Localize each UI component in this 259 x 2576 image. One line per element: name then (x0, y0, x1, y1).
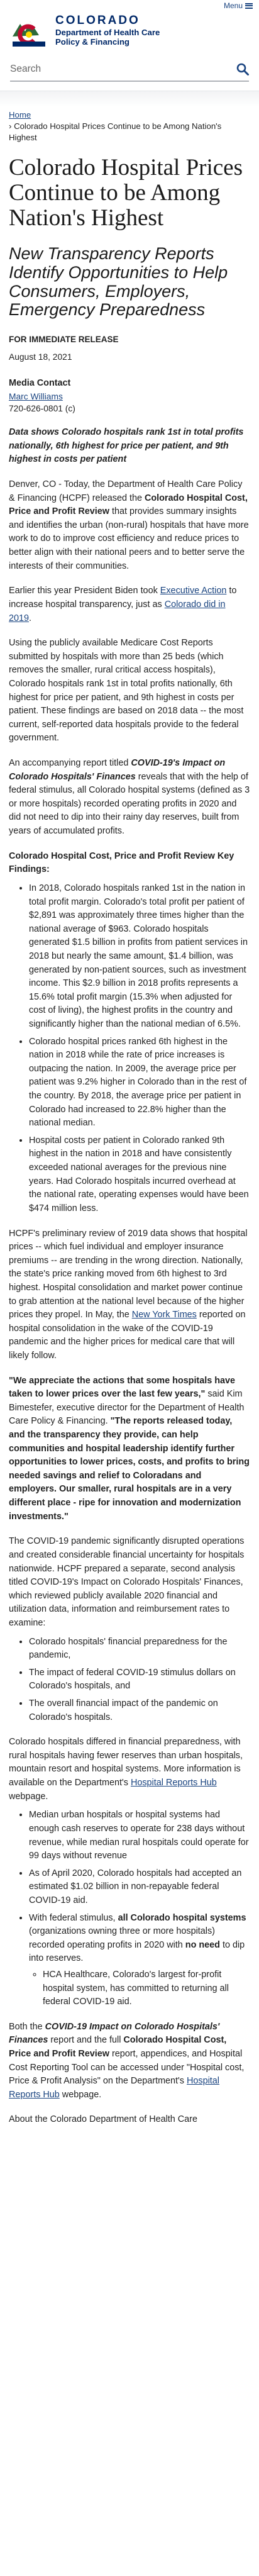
list-item: Colorado hospitals' financial preparedne… (29, 1636, 250, 1663)
site-branding[interactable]: COLORADO Department of Health Care Polic… (0, 11, 259, 54)
paragraph-quote: "We appreciate the actions that some hos… (9, 1375, 250, 1522)
paragraph-reports-access: Both the COVID-19 Impact on Colorado Hos… (9, 2021, 245, 2100)
paragraph-preliminary-review: HCPF's preliminary review of 2019 data s… (9, 1228, 248, 1361)
breadcrumb: Home › Colorado Hospital Prices Continue… (0, 107, 259, 143)
department-name-line-1: Department of Health Care (55, 28, 160, 38)
menu-button[interactable]: Menu (224, 0, 253, 11)
sub-list: HCA Healthcare, Colorado's largest for-p… (29, 1968, 250, 2009)
hospital-reports-hub-link[interactable]: Hospital Reports Hub (130, 1778, 217, 1788)
search-icon[interactable] (236, 63, 249, 75)
about-section-heading: About the Colorado Department of Health … (9, 2114, 197, 2125)
list-item: HCA Healthcare, Colorado's largest for-p… (43, 1968, 250, 2009)
list-item: In 2018, Colorado hospitals ranked 1st i… (29, 882, 250, 1032)
paragraph-preparedness: Colorado hospitals differed in financial… (9, 1737, 243, 1802)
department-name-line-2: Policy & Financing (55, 37, 130, 47)
examine-list: Colorado hospitals' financial preparedne… (9, 1636, 250, 1725)
new-york-times-link[interactable]: New York Times (131, 1310, 197, 1320)
list-item: The impact of federal COVID-19 stimulus … (29, 1666, 250, 1693)
media-contact-heading: Media Contact (9, 377, 71, 388)
colorado-logo-icon[interactable] (9, 14, 49, 48)
paragraph-pandemic: The COVID-19 pandemic significantly disr… (9, 1536, 245, 1628)
colorado-2019-link[interactable]: Colorado did in 2019 (9, 599, 226, 623)
executive-action-link[interactable]: Executive Action (160, 586, 227, 596)
list-item: As of April 2020, Colorado hospitals had… (29, 1867, 250, 1908)
brand-text: COLORADO Department of Health Care Polic… (55, 14, 160, 47)
breadcrumb-separator: › (9, 121, 12, 131)
list-item: The overall financial impact of the pand… (29, 1697, 250, 1724)
contact-phone: 720-626-0801 (c) (9, 403, 75, 413)
release-date: August 18, 2021 (9, 352, 72, 362)
hamburger-icon[interactable] (245, 3, 253, 9)
key-findings-list: In 2018, Colorado hospitals ranked 1st i… (9, 882, 250, 1216)
header-divider (0, 91, 259, 107)
list-item: With federal stimulus, all Colorado hosp… (29, 1912, 250, 2009)
page-subtitle: New Transparency Reports Identify Opport… (9, 244, 228, 320)
key-findings-heading: Colorado Hospital Cost, Price and Profit… (9, 850, 234, 875)
state-name: COLORADO (55, 14, 140, 28)
top-bar: Menu (0, 0, 259, 11)
covid-findings-list: Median urban hospitals or hospital syste… (9, 1809, 250, 2009)
list-item: Hospital costs per patient in Colorado r… (29, 1134, 250, 1216)
paragraph-executive-action: Earlier this year President Biden took E… (9, 586, 237, 623)
breadcrumb-current: Colorado Hospital Prices Continue to be … (9, 121, 222, 142)
article-body: FOR IMMEDIATE RELEASE August 18, 2021 Me… (0, 320, 259, 2138)
paragraph-rankings: Using the publicly available Medicare Co… (9, 638, 244, 744)
paragraph-intro: Denver, CO - Today, the Department of He… (9, 479, 249, 571)
contact-name-link[interactable]: Marc Williams (9, 391, 63, 401)
menu-label[interactable]: Menu (223, 1, 243, 10)
search-input[interactable] (10, 64, 211, 75)
search-bar (10, 58, 249, 82)
list-item: Median urban hospitals or hospital syste… (29, 1809, 250, 1863)
breadcrumb-home-link[interactable]: Home (9, 110, 31, 120)
page-title: Colorado Hospital Prices Continue to be … (9, 155, 243, 231)
paragraph-covid-report: An accompanying report titled COVID-19's… (9, 758, 250, 837)
lead-paragraph: Data shows Colorado hospitals rank 1st i… (9, 427, 244, 465)
list-item: Colorado hospital prices ranked 6th high… (29, 1035, 250, 1130)
release-label: FOR IMMEDIATE RELEASE (9, 335, 119, 345)
hospital-reports-hub-link-2[interactable]: Hospital Reports Hub (9, 2076, 219, 2100)
